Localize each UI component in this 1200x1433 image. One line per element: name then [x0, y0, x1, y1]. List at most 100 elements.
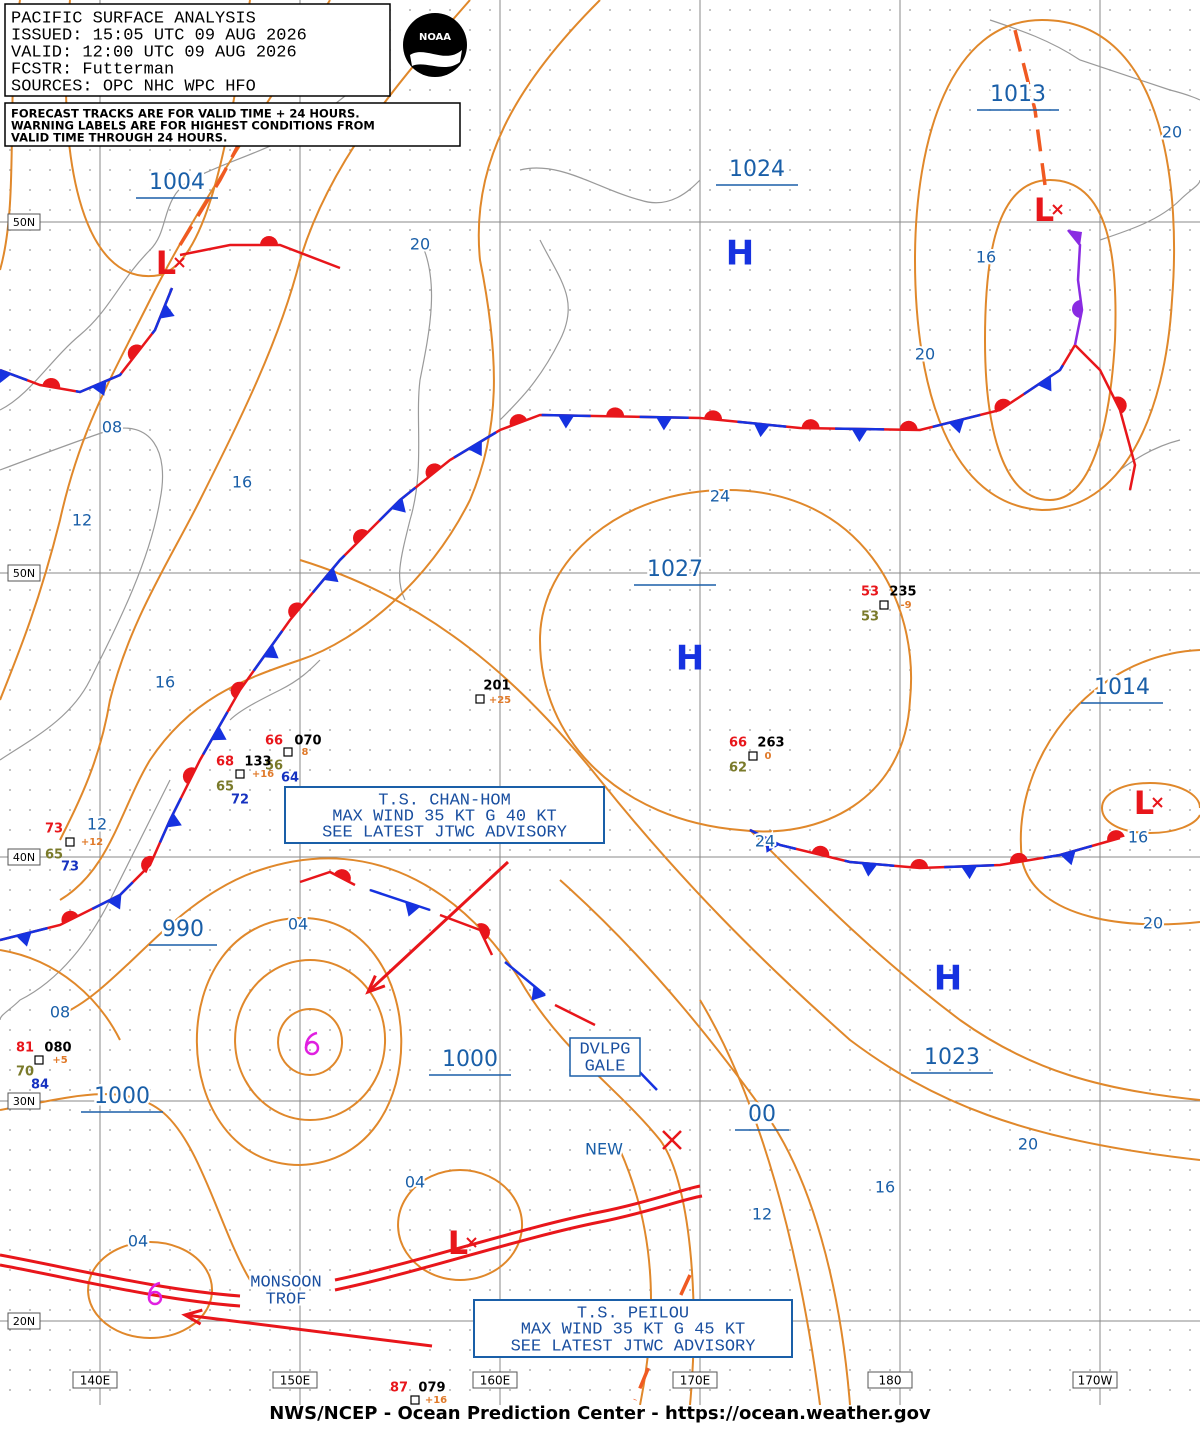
station-value: +25: [489, 695, 511, 706]
header-line: PACIFIC SURFACE ANALYSIS: [11, 9, 256, 28]
coastline: [0, 779, 171, 1021]
monsoon-trough: [0, 1253, 241, 1298]
isobar-label: 24: [710, 487, 730, 506]
logo-wave: [410, 50, 462, 68]
coastline: [398, 239, 433, 601]
isobar: [538, 488, 912, 833]
warm-front-symbol: [230, 681, 245, 699]
notes-line: WARNING LABELS ARE FOR HIGHEST CONDITION…: [11, 119, 375, 133]
isobar-label: 16: [976, 248, 996, 267]
isobar: [87, 1241, 214, 1339]
forecast-track: [366, 860, 510, 994]
longitude-label: 170W: [1078, 1374, 1113, 1388]
longitude-label-box: [867, 1371, 913, 1389]
station-symbol: [34, 1055, 44, 1065]
warm-front-symbol: [994, 398, 1011, 413]
isobar-label: 16: [875, 1178, 895, 1197]
station-symbol: [879, 600, 889, 610]
station-value: 235: [889, 585, 916, 600]
warm-front-symbol: [606, 407, 625, 417]
new-low-marker: [662, 1130, 682, 1150]
cold-front-symbol: [1037, 376, 1052, 392]
station-value: 81: [16, 1041, 34, 1056]
pressure-center-label: 00: [748, 1102, 776, 1127]
advisory-line: SEE LATEST JTWC ADVISORY: [322, 823, 567, 842]
advisory-box: [284, 786, 605, 844]
advisory-line: MAX WIND 35 KT G 40 KT: [332, 807, 556, 826]
header-line: FCSTR: Futterman: [11, 60, 174, 79]
warm-front-symbol: [1107, 830, 1125, 842]
station-value: 66: [265, 734, 283, 749]
warm-front: [554, 1003, 596, 1027]
latitude-label: 50N: [13, 567, 35, 580]
track-arrowhead: [365, 974, 386, 995]
station-value: 66: [729, 736, 747, 751]
new-label: NEW: [585, 1140, 623, 1159]
longitude-label: 150E: [280, 1374, 311, 1388]
station-symbol: [410, 1395, 420, 1405]
isobar-label: 12: [752, 1205, 772, 1224]
isobar: [983, 178, 1117, 502]
low-center-x: [1152, 797, 1163, 808]
high-center: H: [676, 639, 704, 679]
station-symbol: [283, 747, 293, 757]
cold-front-symbol: [91, 380, 107, 396]
coastline: [0, 427, 164, 761]
isobar-label: 24: [755, 832, 775, 851]
occluded-symbol: [1072, 300, 1081, 318]
monsoon-trough: [334, 1184, 701, 1282]
isobar: [59, 0, 601, 901]
latitude-label-box: [7, 1092, 41, 1110]
latitude-label: 50N: [13, 216, 35, 229]
longitude-label-box: [72, 1371, 118, 1389]
station-value: 72: [231, 793, 249, 808]
cold-front-symbol: [948, 418, 965, 434]
station-value: 68: [216, 755, 234, 770]
isobar-label: 20: [410, 235, 430, 254]
high-center: H: [934, 959, 962, 999]
cold-front-symbol: [166, 812, 182, 828]
footer-band: [0, 1405, 1200, 1433]
warm-front-symbol: [509, 414, 528, 427]
coastline: [499, 239, 569, 421]
warm-front-symbol: [425, 463, 442, 478]
pressure-center-label: 990: [162, 917, 204, 942]
station-symbol: [235, 769, 245, 779]
cold-front-symbol: [405, 901, 421, 917]
tropical-storm-symbol: [147, 1281, 161, 1299]
isobar-label: 20: [915, 345, 935, 364]
warm-front-symbol: [801, 419, 820, 429]
notes-line: VALID TIME THROUGH 24 HOURS.: [11, 131, 227, 145]
cold-front-symbol: [656, 417, 673, 431]
warm-front-symbol: [333, 869, 351, 883]
tropical-storm-symbol: [304, 1031, 318, 1049]
logo: [403, 13, 467, 77]
latitude-label-box: [7, 1312, 41, 1330]
warm-front-symbol: [288, 602, 303, 619]
stationary-front: [0, 287, 174, 394]
pressure-center-label: 1023: [924, 1045, 980, 1070]
warm-front-symbol: [127, 344, 143, 361]
stationary-front: [749, 828, 1121, 870]
isobar: [299, 559, 1200, 1161]
footer: NWS/NCEP - Ocean Prediction Center - htt…: [269, 1403, 931, 1424]
cold-front-symbol: [390, 497, 406, 513]
warm-front-symbol: [1113, 396, 1127, 414]
cold-front-symbol: [211, 726, 227, 741]
longitude-label: 160E: [480, 1374, 511, 1388]
longitude-label: 180: [879, 1374, 902, 1388]
warm-front-symbol: [704, 410, 723, 421]
longitude-label: 170E: [680, 1374, 711, 1388]
station-value: 73: [61, 860, 79, 875]
station-value: 079: [418, 1381, 445, 1396]
isobar-label: 04: [128, 1232, 148, 1251]
isobar-label: 16: [232, 473, 252, 492]
station-value: 65: [216, 780, 234, 795]
station-value: 53: [861, 585, 879, 600]
advisory-line: SEE LATEST JTWC ADVISORY: [511, 1337, 756, 1356]
cold-front-symbol: [263, 644, 279, 659]
cold-front-symbol: [765, 837, 780, 853]
warm-front-symbol: [477, 923, 490, 941]
monsoon-trough: [0, 1263, 241, 1308]
